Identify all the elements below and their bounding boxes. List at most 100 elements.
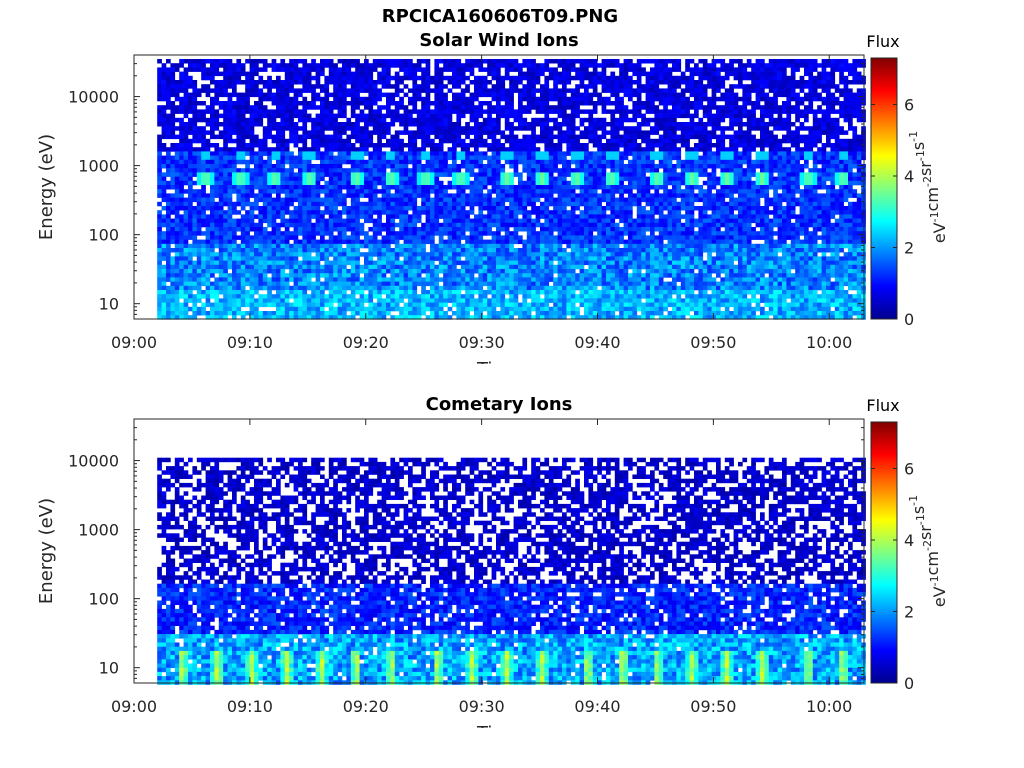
heatmap-cell [540,239,545,245]
heatmap-cell [205,285,211,291]
heatmap-cell [535,239,541,245]
heatmap-cell [447,273,453,278]
heatmap-cell [504,227,510,232]
heatmap-cell [408,155,413,161]
heatmap-cell [509,113,514,119]
heatmap-cell [526,294,532,299]
heatmap-cell [394,231,400,236]
heatmap-cell [465,84,470,89]
heatmap-cell [210,252,215,257]
heatmap-cell [245,248,250,253]
heatmap-cell [403,75,409,81]
heatmap-cell [394,197,400,203]
heatmap-cell [157,281,162,287]
heatmap-cell [425,235,431,240]
heatmap-cell [223,269,228,274]
heatmap-cell [474,164,479,169]
heatmap-cell [161,134,167,140]
heatmap-cell [496,260,501,266]
heatmap-cell [240,235,246,240]
heatmap-cell [157,67,162,72]
heatmap-cell [416,134,422,140]
heatmap-cell [443,189,448,194]
heatmap-cell [496,63,501,68]
heatmap-cell [240,147,246,152]
heatmap-cell [447,193,453,198]
heatmap-cell [302,151,308,156]
heatmap-cell [201,201,206,207]
heatmap-cell [236,159,242,165]
heatmap-cell [249,147,255,152]
heatmap-cell [276,84,281,89]
heatmap-cell [196,130,202,135]
heatmap-cell [337,218,343,224]
heatmap-cell [205,164,211,169]
heatmap-cell [386,269,391,274]
heatmap-cell [324,206,330,211]
heatmap-cell [518,235,523,240]
heatmap-cell [553,264,558,270]
heatmap-cell [456,75,462,81]
heatmap-cell [469,273,475,278]
heatmap-cell [346,235,352,240]
heatmap-cell [161,277,167,282]
heatmap-cell [394,302,400,308]
heatmap-cell [170,260,176,266]
heatmap-cell [531,75,536,81]
heatmap-cell [262,294,268,299]
heatmap-cell [328,138,334,144]
heatmap-cell [333,138,338,144]
heatmap-cell [403,290,409,295]
heatmap-cell [306,285,312,291]
heatmap-cell [210,101,215,106]
heatmap-cell [298,147,303,152]
heatmap-cell [430,302,435,308]
heatmap-cell [254,252,259,257]
heatmap-cell [438,138,444,144]
heatmap-cell [478,235,484,240]
heatmap-cell [368,218,374,224]
heatmap-cell [390,273,396,278]
heatmap-cell [183,264,189,270]
heatmap-cell [284,63,290,68]
heatmap-cell [394,59,400,64]
heatmap-cell [337,290,343,295]
heatmap-cell [456,206,462,211]
heatmap-cell [526,75,532,81]
heatmap-cell [179,206,184,211]
heatmap-cell [403,315,409,320]
heatmap-cell [174,227,180,232]
heatmap-cell [390,206,396,211]
heatmap-cell [214,143,220,148]
heatmap-cell [491,75,497,81]
heatmap-cell [456,218,462,224]
heatmap-cell [315,201,321,207]
heatmap-cell [540,84,545,89]
heatmap-cell [240,105,246,110]
heatmap-cell [478,84,484,89]
heatmap-cell [170,281,176,287]
heatmap-cell [249,63,255,68]
heatmap-cell [188,122,193,127]
heatmap-cell [460,264,466,270]
heatmap-cell [386,92,391,98]
heatmap-cell [188,256,193,261]
heatmap-cell [161,113,167,119]
heatmap-cell [346,315,352,320]
heatmap-cell [328,151,334,156]
heatmap-cell [328,218,334,224]
heatmap-cell [487,59,492,64]
heatmap-cell [355,311,360,316]
heatmap-cell [496,164,501,169]
heatmap-cell [478,180,484,186]
heatmap-cell [522,151,528,156]
heatmap-cell [478,252,484,257]
heatmap-cell [188,126,193,131]
heatmap-cell [456,80,462,85]
heatmap-cell [188,269,193,274]
heatmap-cell [161,75,167,81]
heatmap-cell [337,101,343,106]
heatmap-cell [421,168,426,173]
heatmap-cell [183,109,189,114]
heatmap-cell [249,311,255,316]
